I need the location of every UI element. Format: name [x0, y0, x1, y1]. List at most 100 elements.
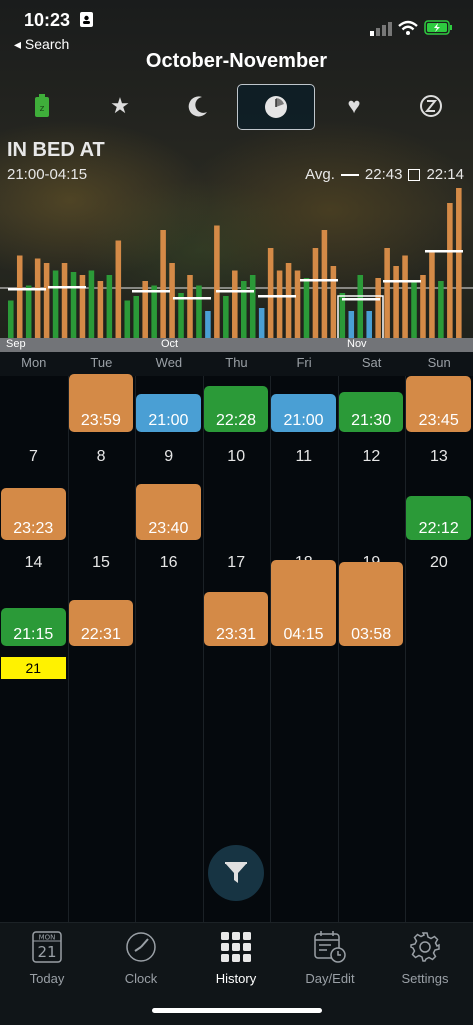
tab-day-edit[interactable]: Day/Edit — [283, 929, 377, 986]
page-title: October-November — [145, 50, 328, 72]
chart-bar — [142, 281, 148, 338]
grid-column-divider — [67, 376, 69, 922]
chart-bar — [151, 285, 157, 338]
weekday-thu: Thu — [225, 355, 248, 370]
day-edit-icon — [314, 931, 346, 963]
chart-bar — [294, 270, 301, 338]
bedtime-tile[interactable]: 23:31 — [203, 592, 269, 646]
star-icon: ★ — [110, 93, 130, 118]
day-number[interactable]: 14 — [24, 554, 43, 571]
tab-history[interactable]: History — [189, 929, 283, 986]
avg-line-swatch — [340, 173, 359, 176]
battery-charging-icon — [424, 20, 452, 35]
bedtime-tile[interactable]: 21:15 — [1, 608, 66, 646]
day-number[interactable]: 12 — [362, 448, 381, 465]
grid-icon — [221, 932, 251, 962]
chart-bar — [447, 203, 453, 338]
week-average-marker — [258, 295, 296, 298]
day-number[interactable]: 7 — [29, 448, 38, 465]
day-number[interactable]: 17 — [227, 554, 246, 571]
weekday-wed: Wed — [155, 355, 183, 370]
tab-settings[interactable]: Settings — [378, 929, 472, 986]
day-number[interactable]: 13 — [430, 448, 448, 465]
chart-bar — [267, 248, 274, 338]
chart-bar — [70, 272, 77, 338]
grid-column-divider — [270, 376, 272, 922]
today-icon-date: 21 — [37, 943, 56, 961]
bedtime-tile[interactable]: 03:58 — [338, 562, 404, 646]
heart-icon: ♥ — [347, 93, 361, 118]
segment-duration[interactable] — [160, 84, 236, 128]
bedtime-tile[interactable]: 21:30 — [338, 392, 404, 432]
chart-bar — [393, 266, 399, 338]
back-to-search-link[interactable]: ◂ Search — [14, 36, 70, 52]
bedtime-tile[interactable]: 21:00 — [271, 394, 336, 432]
chart-bar — [205, 311, 211, 338]
tab-bar: MON 21 Today Clock History — [0, 922, 473, 1025]
week-average-marker — [383, 280, 421, 283]
day-number[interactable]: 11 — [295, 448, 313, 465]
tab-clock[interactable]: Clock — [94, 929, 188, 986]
chart-bar — [303, 278, 310, 338]
chart-bar — [438, 281, 444, 338]
cellular-signal-icon — [370, 22, 392, 36]
gear-icon — [410, 932, 440, 962]
bedtime-tile[interactable]: 22:31 — [68, 600, 134, 646]
chart-bar — [97, 281, 104, 338]
tab-label-day-edit: Day/Edit — [305, 971, 355, 986]
chart-bar — [52, 270, 59, 338]
bedtime-tile[interactable]: 23:59 — [68, 374, 134, 432]
avg-box-swatch — [408, 168, 421, 181]
chart-bar — [196, 285, 202, 338]
chart-bar — [106, 275, 113, 338]
bedtime-tile[interactable]: 23:45 — [406, 376, 471, 432]
chart-bar — [79, 275, 86, 338]
chart-bar — [43, 263, 50, 338]
chart-bar — [348, 311, 355, 338]
bedtime-tile[interactable]: 22:28 — [203, 386, 269, 432]
chart-bar — [178, 293, 184, 338]
day-number[interactable]: 8 — [96, 448, 106, 465]
day-number[interactable]: 15 — [92, 554, 110, 571]
chart-bar — [214, 225, 220, 338]
snooze-z-icon — [420, 95, 442, 117]
segment-snooze[interactable] — [393, 84, 469, 128]
wifi-icon — [398, 20, 418, 35]
bedtime-tile[interactable]: 04:15 — [271, 560, 336, 646]
contact-card-icon — [80, 12, 93, 27]
day-number[interactable]: 16 — [159, 554, 178, 571]
bedtime-tile[interactable]: 23:23 — [1, 488, 66, 540]
week-average-marker — [8, 288, 46, 291]
segment-quality[interactable]: ★ — [82, 84, 158, 128]
chart-bar — [357, 275, 364, 338]
today-icon-day: MON — [39, 934, 56, 942]
segment-in-bed-time[interactable] — [237, 84, 315, 130]
chart-bar — [402, 255, 408, 338]
tab-today[interactable]: MON 21 Today — [0, 929, 94, 986]
today-marker[interactable]: 21 — [1, 657, 66, 679]
segment-battery[interactable]: z — [4, 84, 80, 128]
chart-bar — [232, 270, 238, 338]
weekday-tue: Tue — [90, 355, 113, 370]
weekday-header: Mon Tue Wed Thu Fri Sat Sun — [0, 352, 473, 376]
chart-bar — [240, 281, 247, 338]
day-number[interactable]: 20 — [430, 554, 448, 571]
chart-bar — [276, 270, 283, 338]
bedtime-tile[interactable]: 22:12 — [406, 496, 471, 540]
week-average-marker — [300, 279, 338, 282]
month-label-oct: Oct — [161, 338, 179, 350]
segment-heart[interactable]: ♥ — [316, 84, 392, 128]
chart-bar — [223, 296, 229, 338]
chart-bar — [61, 263, 68, 338]
in-bed-chart[interactable] — [0, 180, 473, 350]
day-number[interactable]: 9 — [164, 448, 174, 465]
bedtime-tile[interactable]: 23:40 — [136, 484, 201, 540]
month-label-sep: Sep — [6, 338, 26, 350]
filter-button[interactable] — [208, 845, 264, 901]
tab-label-clock: Clock — [124, 971, 158, 986]
bedtime-tile[interactable]: 21:00 — [136, 394, 201, 432]
week-average-marker — [342, 298, 380, 301]
average-legend: Avg. 22:43 22:14 — [305, 166, 464, 183]
day-number[interactable]: 10 — [227, 448, 246, 465]
chart-bar — [34, 258, 41, 338]
